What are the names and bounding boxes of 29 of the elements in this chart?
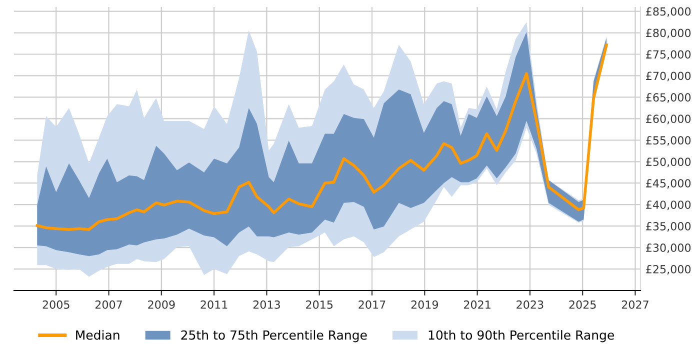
x-tick-label: 2025 [569,300,596,309]
y-tick-label: £50,000 [646,158,691,168]
y-tick-label: £60,000 [646,114,691,124]
x-tick-label: 2013 [253,300,280,309]
legend-label: Median [76,330,120,340]
y-tick-label: £25,000 [646,265,691,275]
legend-label: 10th to 90th Percentile Range [428,330,614,342]
x-tick-label: 2009 [148,300,175,309]
x-tick-label: 2019 [411,300,438,309]
x-tick-label: 2021 [464,300,490,309]
y-tick-label: £75,000 [646,50,691,60]
x-tick-label: 2015 [306,300,333,309]
y-tick-label: £55,000 [646,136,691,146]
x-tick-label: 2017 [358,300,386,309]
x-tick-label: 2011 [200,300,228,309]
y-tick-label: £70,000 [646,72,691,82]
y-tick-label: £85,000 [646,7,691,17]
x-tick-label: 2005 [42,300,70,309]
y-tick-label: £40,000 [646,200,691,210]
x-tick-label: 2007 [95,300,122,309]
legend-label: 25th to 75th Percentile Range [181,330,367,342]
y-tick-label: £35,000 [646,222,691,232]
y-tick-label: £80,000 [646,28,691,38]
y-tick-label: £45,000 [646,179,691,189]
x-tick-label: 2027 [622,300,648,309]
y-tick-label: £30,000 [646,244,691,254]
y-tick-label: £65,000 [646,93,691,103]
line-series [36,43,608,231]
x-tick-label: 2023 [516,300,544,309]
